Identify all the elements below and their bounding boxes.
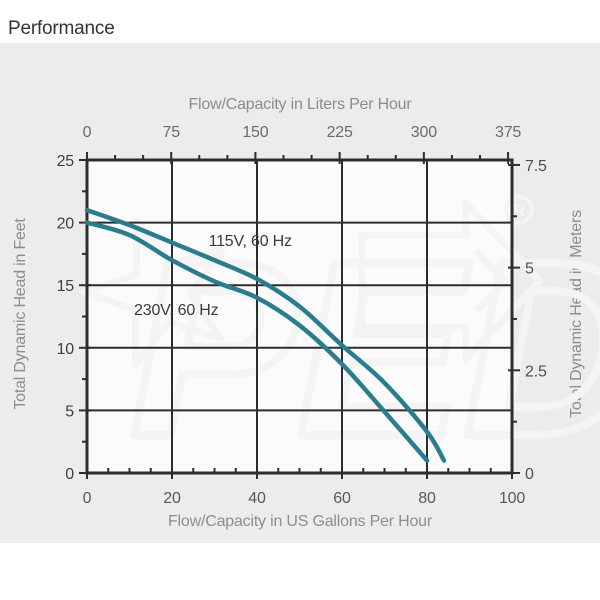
arrow-chevron-icon bbox=[473, 248, 509, 314]
bottom-axis-title: Flow/Capacity in US Gallons Per Hour bbox=[167, 513, 432, 530]
tick-label: 0 bbox=[65, 466, 74, 483]
tick-label: 20 bbox=[163, 490, 181, 507]
tick-label: 300 bbox=[411, 124, 437, 141]
tick-label: 7.5 bbox=[525, 158, 547, 175]
tick-label: 2.5 bbox=[525, 363, 547, 380]
plot-background bbox=[87, 160, 512, 473]
registered-icon bbox=[504, 195, 534, 225]
tick-label: 15 bbox=[57, 278, 75, 295]
page-title: Performance bbox=[8, 18, 115, 39]
tick-label: 75 bbox=[163, 124, 181, 141]
chart-panel: Flow/Capacity in Liters Per Hour Flow/Ca… bbox=[0, 43, 600, 543]
tick-label: 5 bbox=[65, 403, 74, 420]
top-axis-title: Flow/Capacity in Liters Per Hour bbox=[188, 96, 412, 113]
tick-label: 0 bbox=[83, 124, 92, 141]
registered-letter: R bbox=[513, 201, 525, 220]
tick-label: 225 bbox=[327, 124, 353, 141]
tick-label: 40 bbox=[248, 490, 266, 507]
curve-label-115v: 115V, 60 Hz bbox=[209, 233, 292, 250]
arrow-right-icon bbox=[358, 199, 544, 363]
tick-label: 150 bbox=[242, 124, 268, 141]
tick-label: 80 bbox=[418, 490, 436, 507]
curve-115v bbox=[84, 207, 447, 463]
tick-label: 60 bbox=[333, 490, 351, 507]
curve-label-230v: 230V, 60 Hz bbox=[134, 302, 219, 319]
tick-label: 100 bbox=[499, 490, 525, 507]
pump-curves: 115V, 60 Hz 230V, 60 Hz bbox=[84, 207, 447, 463]
tick-label: 5 bbox=[525, 261, 534, 278]
curve-230v bbox=[84, 220, 430, 463]
tick-label: 375 bbox=[495, 124, 521, 141]
tick-label: 25 bbox=[57, 153, 75, 170]
tick-label: 0 bbox=[525, 466, 534, 483]
tick-label: 20 bbox=[57, 216, 75, 233]
tick-label: 10 bbox=[57, 341, 75, 358]
tick-label: 0 bbox=[83, 490, 92, 507]
